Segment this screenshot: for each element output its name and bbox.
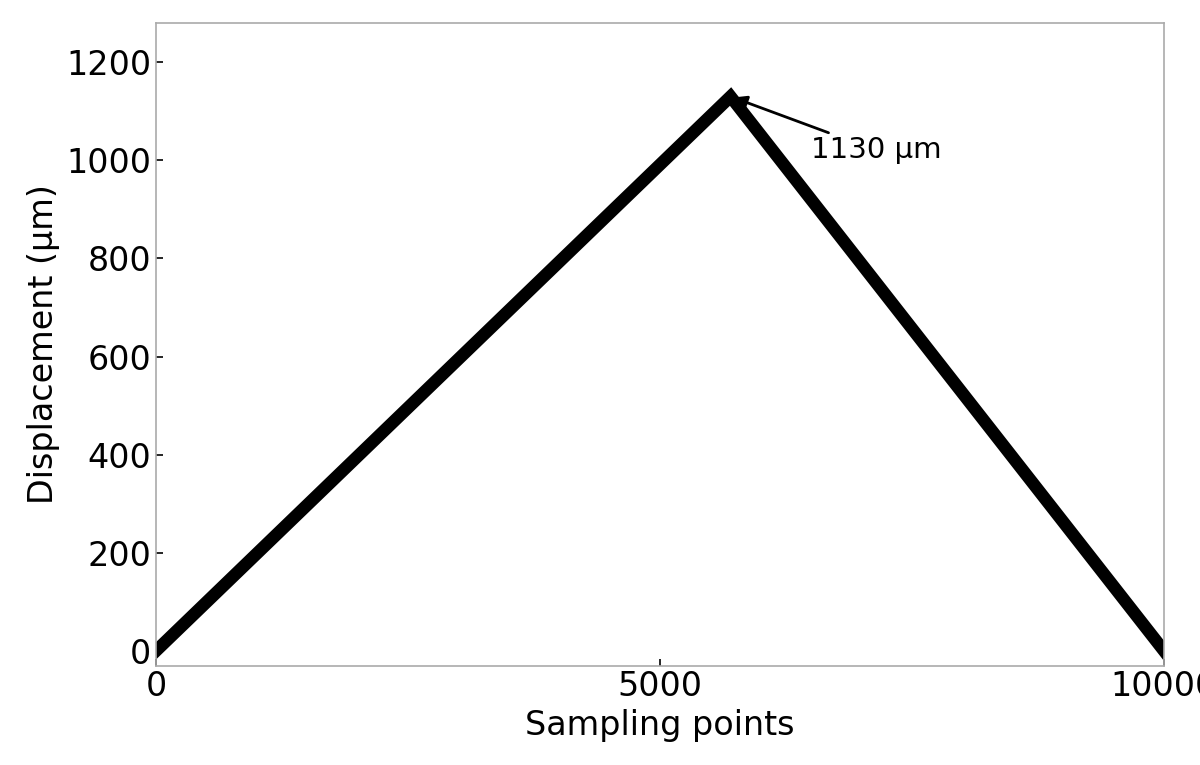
- Text: 1130 μm: 1130 μm: [736, 97, 942, 164]
- Y-axis label: Displacement (μm): Displacement (μm): [28, 184, 60, 504]
- X-axis label: Sampling points: Sampling points: [526, 709, 794, 742]
